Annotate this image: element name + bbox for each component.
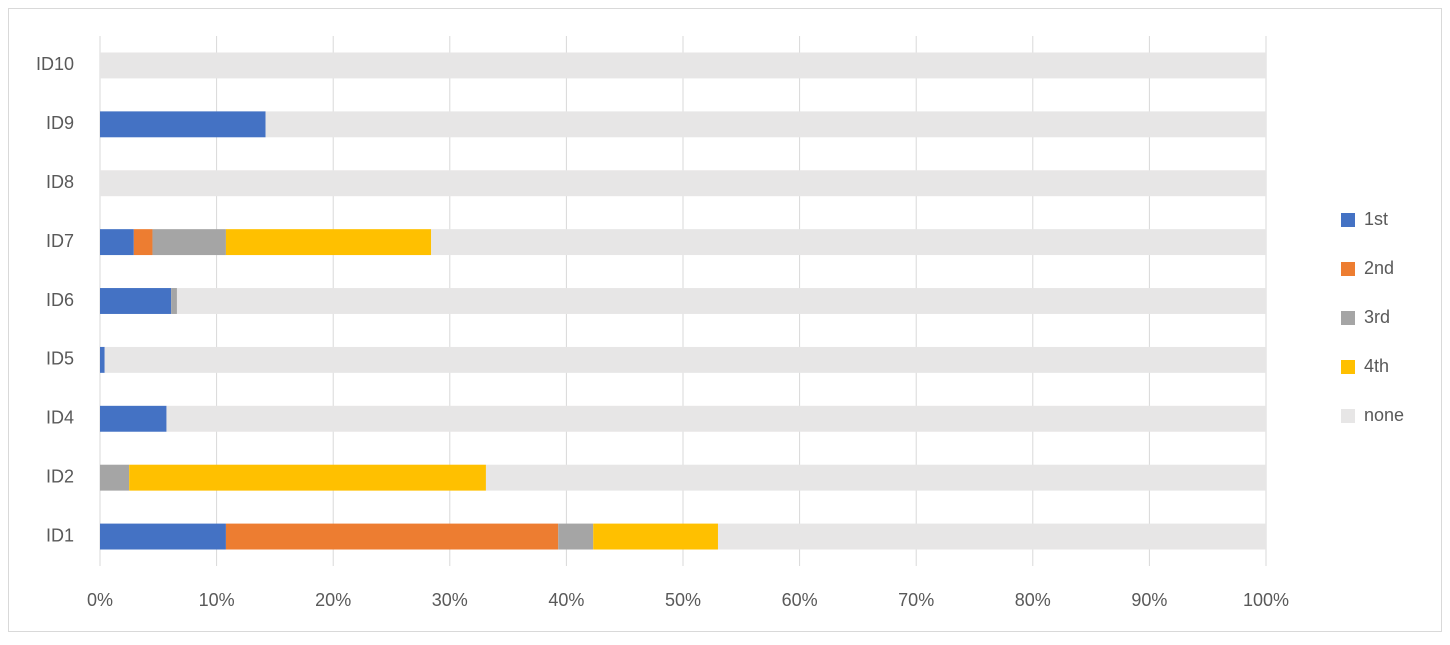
x-tick-label: 30% bbox=[432, 590, 468, 610]
x-tick-label: 40% bbox=[548, 590, 584, 610]
bar-segment bbox=[100, 229, 134, 256]
bar-segment bbox=[100, 464, 130, 491]
bar-segment bbox=[100, 346, 105, 373]
bar-segment bbox=[133, 229, 153, 256]
legend-swatch bbox=[1341, 213, 1355, 227]
bar-segment bbox=[176, 288, 1266, 314]
bar-segment bbox=[558, 523, 594, 550]
y-tick-label: ID5 bbox=[46, 349, 74, 369]
bar-segment bbox=[717, 523, 1266, 550]
bar-segment bbox=[100, 170, 1266, 197]
legend-swatch bbox=[1341, 409, 1355, 423]
bar-segment bbox=[100, 111, 266, 138]
y-tick-label: ID4 bbox=[46, 408, 74, 428]
y-tick-label: ID6 bbox=[46, 290, 74, 310]
y-tick-label: ID9 bbox=[46, 113, 74, 133]
bar-segment bbox=[431, 229, 1266, 256]
y-tick-label: ID10 bbox=[36, 54, 74, 74]
x-tick-label: 0% bbox=[87, 590, 113, 610]
x-tick-label: 20% bbox=[315, 590, 351, 610]
bar-segment bbox=[104, 346, 1266, 373]
bar-segment bbox=[152, 229, 226, 256]
y-tick-label: ID7 bbox=[46, 231, 74, 251]
x-tick-label: 10% bbox=[199, 590, 235, 610]
legend-swatch bbox=[1341, 262, 1355, 276]
bar-segment bbox=[225, 523, 559, 550]
bar-segment bbox=[225, 229, 432, 256]
bar-segment bbox=[100, 288, 172, 314]
bar-segment bbox=[100, 52, 1266, 79]
bar-segment bbox=[166, 405, 1266, 432]
bar-segment bbox=[100, 523, 226, 550]
x-tick-label: 50% bbox=[665, 590, 701, 610]
legend-label: none bbox=[1364, 405, 1404, 425]
legend-label: 2nd bbox=[1364, 258, 1394, 278]
bar-segment bbox=[171, 288, 177, 314]
legend-label: 4th bbox=[1364, 356, 1389, 376]
y-tick-label: ID1 bbox=[46, 525, 74, 545]
bar-segment bbox=[485, 464, 1266, 491]
x-tick-label: 100% bbox=[1243, 590, 1289, 610]
bar-segment bbox=[265, 111, 1266, 138]
legend-swatch bbox=[1341, 311, 1355, 325]
x-tick-label: 90% bbox=[1131, 590, 1167, 610]
y-tick-label: ID2 bbox=[46, 466, 74, 486]
x-tick-label: 80% bbox=[1015, 590, 1051, 610]
x-tick-label: 60% bbox=[782, 590, 818, 610]
legend-swatch bbox=[1341, 360, 1355, 374]
legend-label: 1st bbox=[1364, 209, 1388, 229]
legend-label: 3rd bbox=[1364, 307, 1390, 327]
bar-segment bbox=[100, 405, 167, 432]
bar-segment bbox=[129, 464, 486, 491]
x-tick-label: 70% bbox=[898, 590, 934, 610]
y-tick-label: ID8 bbox=[46, 172, 74, 192]
bar-segment bbox=[593, 523, 718, 550]
